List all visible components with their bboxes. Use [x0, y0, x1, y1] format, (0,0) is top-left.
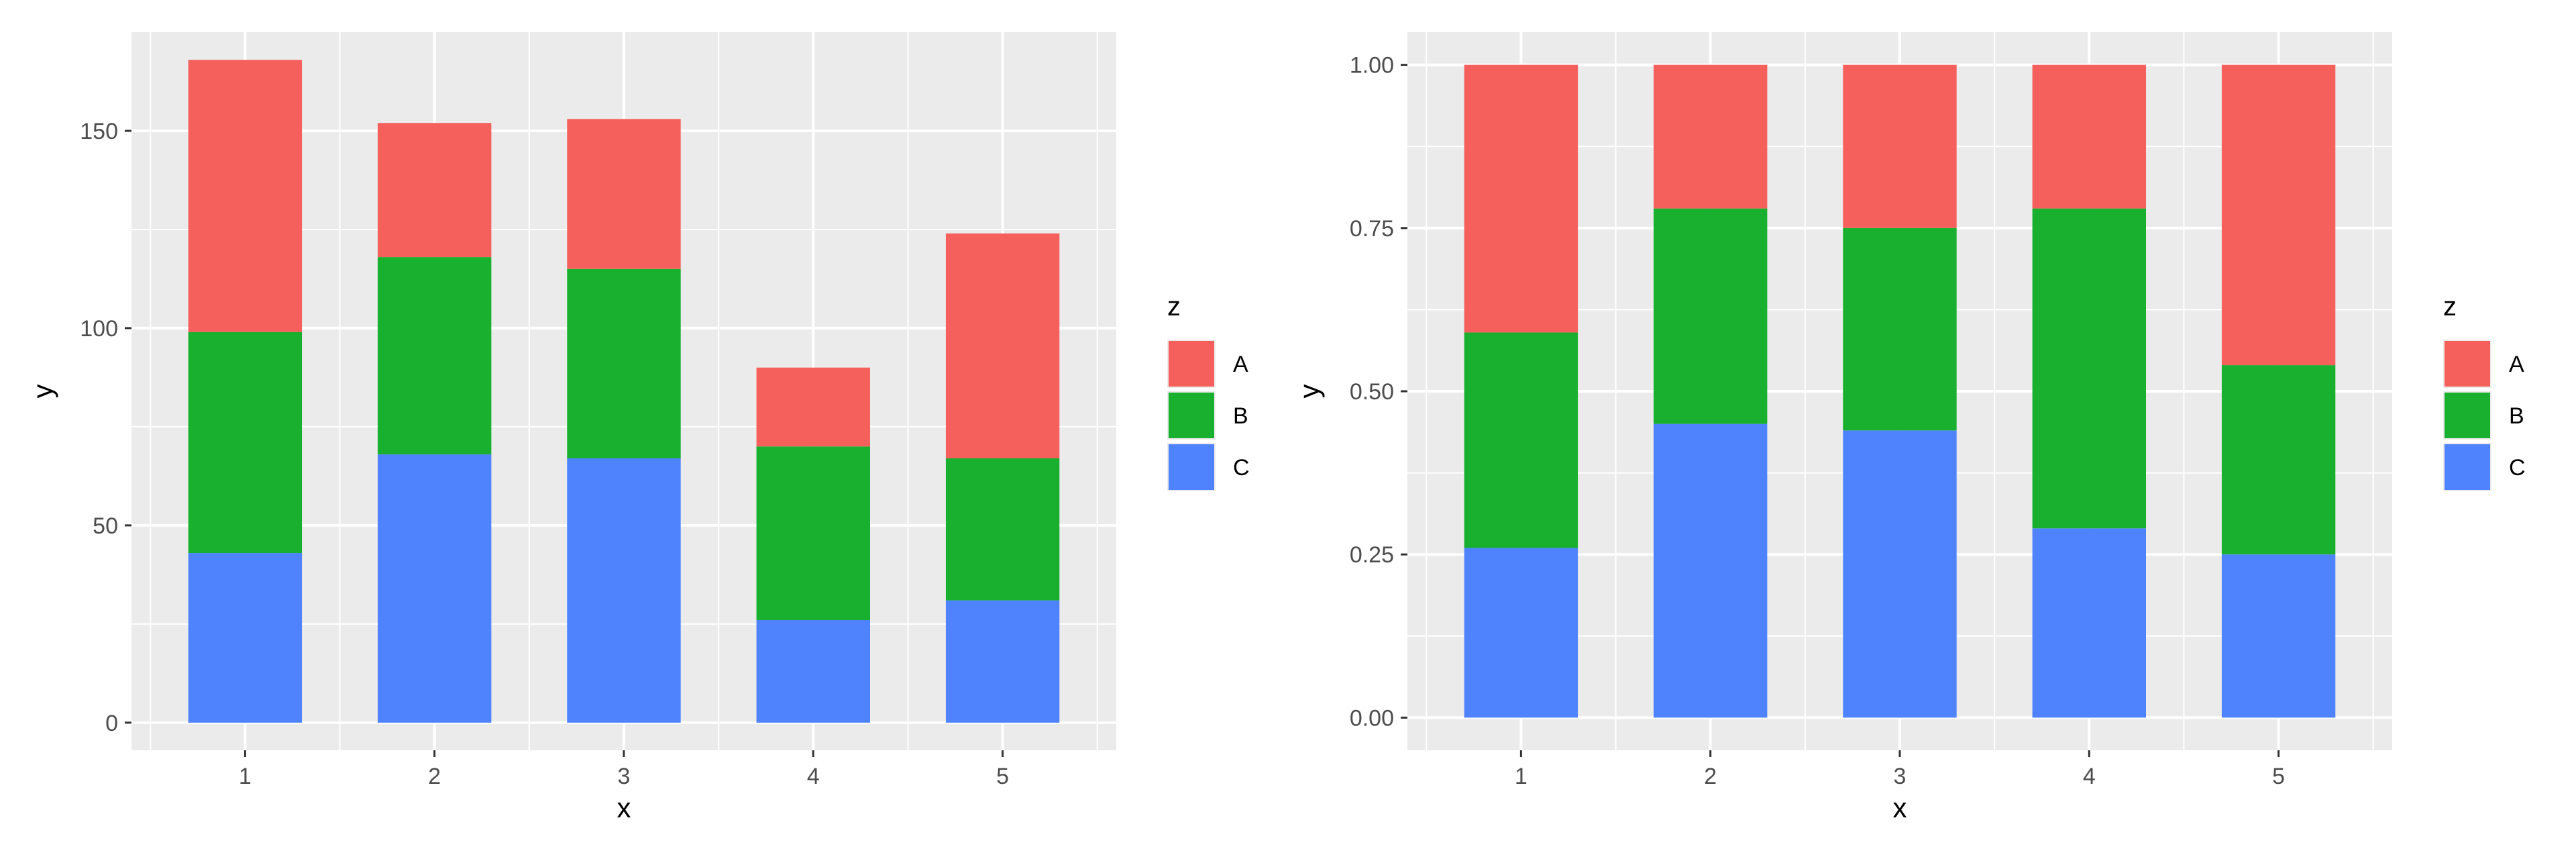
- bar-segment-C-2: [1654, 423, 1768, 718]
- bar-segment-C-4: [756, 619, 870, 723]
- bar-segment-A-5: [2221, 64, 2336, 366]
- bar-segment-C-5: [945, 600, 1060, 723]
- y-tick-label: 1.00: [1350, 53, 1394, 79]
- bar-segment-C-1: [1464, 548, 1578, 718]
- bar-segment-C-2: [378, 454, 492, 723]
- bar-segment-A-3: [1843, 64, 1957, 228]
- x-tick-label: 1: [1515, 764, 1527, 789]
- bar-segment-C-1: [188, 553, 303, 723]
- bar-segment-A-4: [2032, 64, 2146, 209]
- legend-label-A: A: [2509, 352, 2524, 377]
- legend-key-B: [2445, 393, 2490, 438]
- x-tick-label: 4: [807, 764, 820, 789]
- legend-label-A: A: [1233, 352, 1248, 377]
- y-tick-label: 0.75: [1350, 216, 1394, 242]
- legend: z A BC: [2443, 292, 2526, 491]
- y-tick-label: 50: [93, 513, 118, 539]
- y-tick-label: 100: [80, 316, 118, 342]
- y-tick-label: 0.50: [1350, 379, 1394, 405]
- bar-segment-B-1: [188, 332, 303, 554]
- legend-label-C: C: [2509, 455, 2526, 481]
- x-tick-label: 3: [618, 764, 631, 789]
- legend-label-B: B: [2509, 403, 2524, 429]
- bar-segment-A-2: [1654, 64, 1768, 209]
- legend-key-A: [1169, 341, 1214, 387]
- legend-title: z: [1167, 292, 1181, 321]
- bar-segment-B-1: [1464, 332, 1578, 548]
- y-tick-label: 150: [80, 119, 118, 144]
- bar-segment-A-3: [567, 119, 681, 269]
- x-tick-label: 3: [1894, 764, 1907, 789]
- x-tick-label: 4: [2083, 764, 2096, 789]
- y-tick-label: 0.25: [1350, 542, 1394, 568]
- bar-segment-A-4: [756, 367, 870, 447]
- bar-segment-A-1: [188, 60, 303, 332]
- y-tick-label: 0.00: [1350, 705, 1394, 731]
- y-axis-title: y: [1293, 385, 1325, 399]
- legend-key-C: [1169, 444, 1214, 490]
- bar-segment-B-3: [1843, 228, 1957, 431]
- bar-segment-B-4: [2032, 208, 2146, 529]
- bar-segment-B-2: [378, 257, 492, 455]
- x-tick-label: 2: [428, 764, 441, 789]
- legend-title: z: [2443, 292, 2457, 321]
- x-tick-label: 2: [1704, 764, 1717, 789]
- legend-key-A: [2445, 341, 2490, 387]
- y-tick-label: 0: [105, 711, 118, 736]
- x-tick-label: 1: [239, 764, 252, 789]
- bar-segment-A-1: [1464, 64, 1578, 333]
- bar-segment-C-3: [1843, 430, 1957, 718]
- left-stacked-bar-chart: 0 50 100 150 1 2 3 4 5 x y z A BC: [27, 32, 1250, 823]
- legend-key-B: [1169, 393, 1214, 438]
- x-axis-title: x: [617, 792, 631, 823]
- bar-segment-A-5: [945, 233, 1060, 458]
- legend-label-C: C: [1233, 455, 1250, 481]
- bar-segment-B-5: [2221, 365, 2336, 555]
- bar-segment-B-4: [756, 446, 870, 620]
- bar-segment-C-3: [567, 458, 681, 723]
- right-proportion-bar-chart: 0.00 0.25 0.50 0.75 1.00 1 2 3 4 5 x y z A BC: [1293, 32, 2526, 823]
- x-tick-label: 5: [2272, 764, 2285, 789]
- x-axis-title: x: [1893, 792, 1907, 823]
- legend: z A BC: [1167, 292, 1250, 491]
- bar-segment-B-3: [567, 268, 681, 458]
- bar-segment-B-5: [945, 458, 1060, 601]
- legend-key-C: [2445, 444, 2490, 490]
- bar-segment-C-5: [2221, 554, 2336, 718]
- x-tick-label: 5: [996, 764, 1009, 789]
- bar-segment-C-4: [2032, 528, 2146, 718]
- legend-label-B: B: [1233, 403, 1248, 429]
- bar-segment-B-2: [1654, 208, 1768, 424]
- bar-segment-A-2: [378, 123, 492, 258]
- y-axis-title: y: [27, 385, 58, 399]
